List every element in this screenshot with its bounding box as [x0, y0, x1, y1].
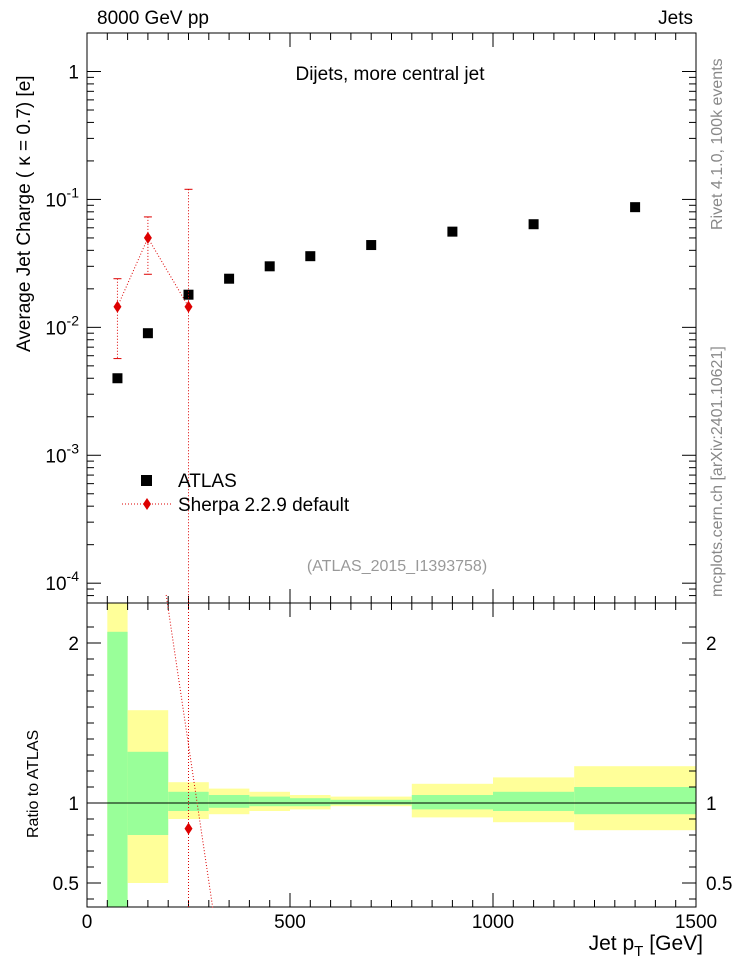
x-tick-label: 500 — [274, 912, 306, 933]
main-y-tick-label: 1 — [68, 63, 79, 84]
ratio-y-tick-label: 2 — [68, 634, 79, 655]
ratio-y-tick-label-right: 1 — [706, 794, 717, 815]
atlas-data-point — [142, 328, 153, 339]
main-y-axis-label: Average Jet Charge (κ = 0.7) [e] — [14, 75, 35, 352]
plot-title: Dijets, more central jet — [295, 64, 485, 85]
sherpa-point — [143, 231, 152, 244]
atlas-data-point — [630, 202, 641, 213]
ratio-band-inner — [127, 751, 169, 835]
legend-data-label: ATLAS — [178, 471, 237, 492]
main-y-tick-label: 10-2 — [45, 312, 79, 339]
sherpa-point — [184, 300, 193, 313]
source-label: mcplots.cern.ch [arXiv:2401.10621] — [709, 346, 726, 597]
header-energy: 8000 GeV pp — [97, 8, 209, 29]
legend-mc-label: Sherpa 2.2.9 default — [178, 495, 350, 516]
header-category: Jets — [658, 8, 693, 29]
sherpa-point — [113, 300, 122, 313]
atlas-data-point — [366, 240, 377, 251]
ratio-band-inner — [493, 791, 575, 811]
ratio-plot-marks — [87, 594, 696, 909]
ratio-y-tick-label-right: 0.5 — [706, 874, 732, 895]
ratio-y-tick-label-right: 2 — [706, 634, 717, 655]
sherpa-line — [116, 236, 189, 307]
ratio-band-inner — [249, 796, 290, 807]
sherpa-ratio-line — [165, 594, 214, 909]
main-y-tick-label: 10-1 — [45, 184, 79, 211]
ratio-band-inner — [290, 798, 331, 807]
main-y-tick-label: 10-4 — [45, 568, 79, 595]
ratio-band-inner — [330, 799, 412, 805]
x-tick-label: 1500 — [675, 912, 717, 933]
main-panel-frame — [86, 32, 697, 604]
sherpa-ratio-point — [184, 822, 193, 835]
legend: ATLAS Sherpa 2.2.9 default — [122, 471, 350, 516]
ratio-y-tick-label: 0.5 — [53, 874, 79, 895]
ratio-band-inner — [411, 795, 493, 810]
main-y-tick-label: 10-3 — [45, 440, 79, 467]
atlas-data-point — [528, 219, 539, 230]
atlas-data-point — [305, 251, 316, 262]
atlas-data-point — [447, 226, 458, 237]
atlas-data-point — [224, 273, 235, 284]
ratio-band-inner — [107, 631, 128, 907]
x-tick-label: 0 — [82, 912, 93, 933]
main-plot-marks — [112, 188, 641, 603]
x-axis-label: Jet pT [GeV] — [589, 932, 703, 960]
legend-data-marker — [141, 475, 152, 486]
x-tick-label: 1000 — [472, 912, 514, 933]
analysis-id: (ATLAS_2015_I1393758) — [307, 558, 487, 575]
ratio-y-tick-label: 1 — [68, 794, 79, 815]
atlas-data-point — [112, 373, 123, 384]
ratio-band-inner — [208, 795, 250, 808]
ratio-panel-frame — [86, 602, 697, 908]
rivet-version-label: Rivet 4.1.0, 100k events — [709, 58, 726, 230]
legend-mc-marker — [143, 498, 151, 510]
ratio-band-inner — [574, 787, 696, 815]
atlas-data-point — [264, 261, 275, 272]
ratio-y-axis-label: Ratio to ATLAS — [25, 730, 42, 838]
axes: 10-4 10-3 10-2 10-1 1 0 500 1000 1500 0.5 0.5 1 1 2 2 — [45, 32, 732, 933]
ratio-uncertainty-bands — [107, 603, 696, 907]
